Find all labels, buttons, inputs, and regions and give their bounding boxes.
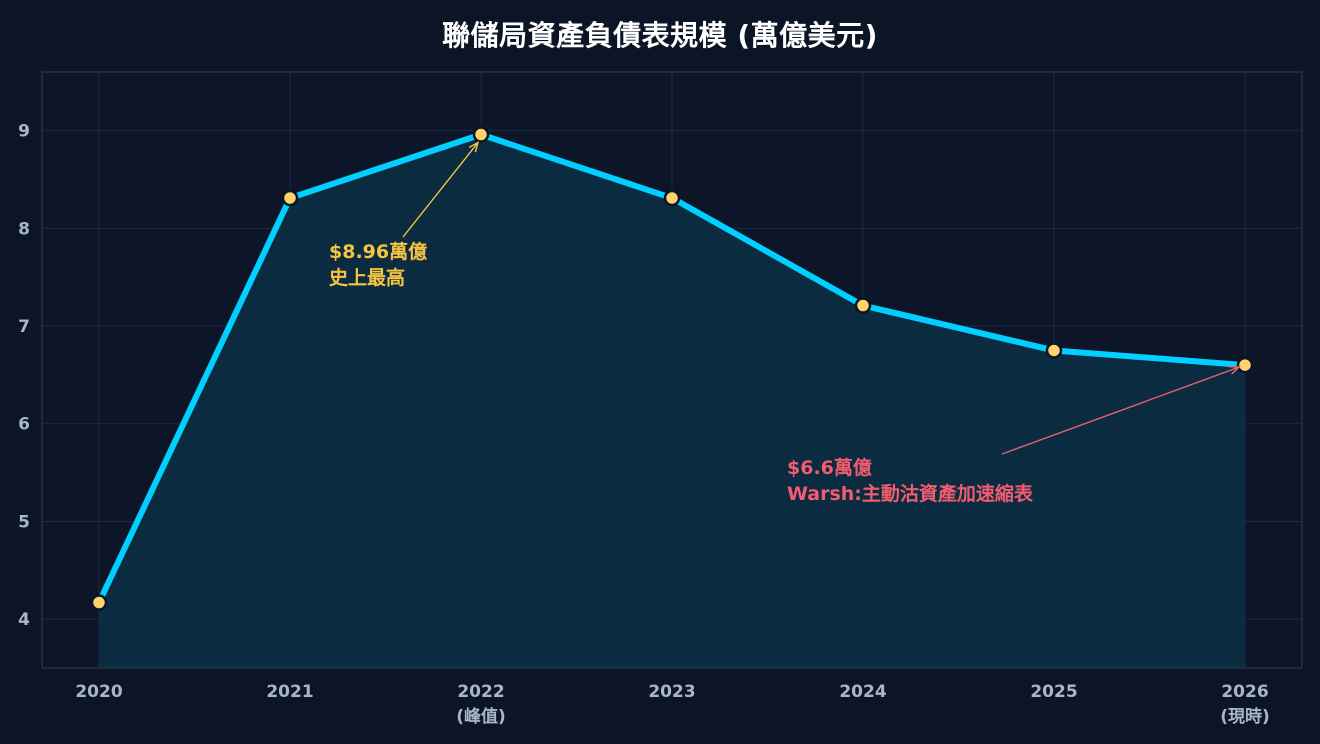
- annotation-text-1-0: $6.6萬億: [787, 456, 872, 479]
- y-tick-label-5: 5: [18, 512, 30, 532]
- x-tick-label-2025: 2025: [1030, 682, 1077, 702]
- x-tick-sublabel-2022: (峰值): [456, 706, 506, 727]
- y-tick-label-7: 7: [18, 317, 30, 337]
- annotation-arrow-1: [1001, 366, 1240, 455]
- x-tick-label-2026: 2026: [1221, 682, 1268, 702]
- x-tick-label-2022: 2022: [457, 682, 504, 702]
- annotation-arrow-0: [402, 142, 479, 238]
- annotation-text-1-1: Warsh:主動沽資產加速縮表: [787, 482, 1034, 505]
- y-tick-label-9: 9: [18, 122, 30, 142]
- data-point-2026: [1236, 356, 1254, 374]
- data-point-2024: [854, 297, 872, 314]
- annotation-text-0-1: 史上最高: [329, 266, 405, 289]
- x-tick-label-2024: 2024: [839, 682, 886, 702]
- data-point-2021: [281, 189, 299, 207]
- data-point-2022: [472, 126, 490, 143]
- annotation-arrowhead-0: [468, 141, 480, 153]
- data-point-2020: [90, 594, 108, 611]
- plot-frame: [41, 71, 1303, 669]
- y-tick-label-4: 4: [18, 610, 30, 630]
- x-tick-label-2021: 2021: [266, 682, 313, 702]
- data-point-2023: [663, 189, 681, 207]
- x-tick-label-2023: 2023: [648, 682, 695, 702]
- area-fill: [99, 134, 1245, 669]
- annotation-arrowhead-1: [1228, 365, 1241, 375]
- data-point-2025: [1045, 342, 1063, 359]
- annotation-text-0-0: $8.96萬億: [329, 240, 427, 263]
- y-tick-label-6: 6: [18, 415, 30, 435]
- x-tick-sublabel-2026: (現時): [1220, 706, 1270, 727]
- chart-title: 聯儲局資產負債表規模 (萬億美元): [442, 19, 878, 52]
- x-tick-label-2020: 2020: [75, 682, 122, 702]
- y-tick-label-8: 8: [18, 219, 30, 239]
